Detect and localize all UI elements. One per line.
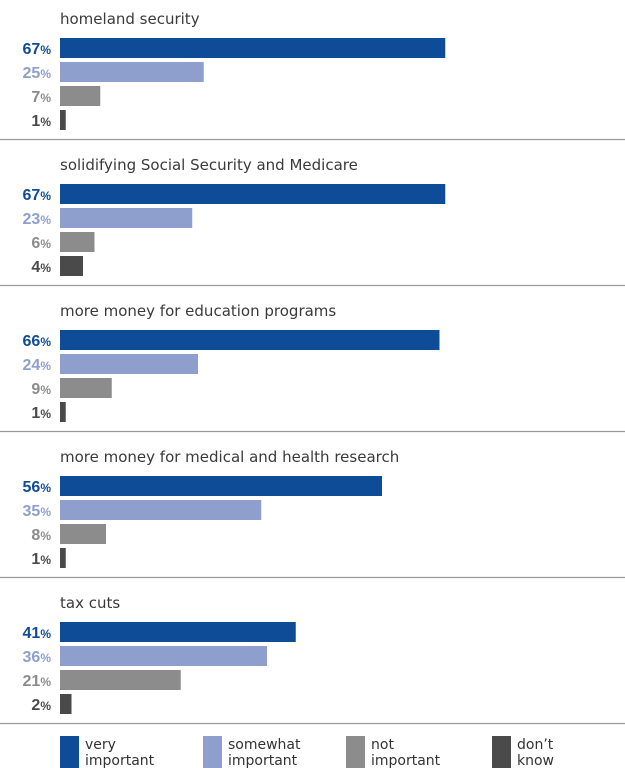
data-label-value: 4	[31, 259, 40, 276]
bar-very-important	[60, 330, 440, 350]
data-label: 4%	[31, 259, 51, 276]
bar-not-important	[60, 232, 95, 252]
bar-somewhat-important	[60, 62, 204, 82]
data-label-value: 24	[23, 357, 41, 374]
panel-title: homeland security	[60, 10, 200, 28]
panel-title: more money for education programs	[60, 302, 336, 320]
bar-very-important	[60, 184, 446, 204]
data-label: 66%	[23, 333, 52, 350]
bar-don-t-know	[60, 694, 72, 714]
data-label: 8%	[31, 527, 51, 544]
legend-label: know	[517, 753, 554, 768]
data-label-unit: %	[40, 627, 51, 641]
legend-label: not	[371, 737, 394, 753]
panel-title: tax cuts	[60, 594, 120, 612]
legend-label: important	[228, 753, 298, 768]
data-label: 7%	[31, 89, 51, 106]
data-label-value: 21	[23, 673, 41, 690]
bar-don-t-know	[60, 110, 66, 130]
data-label-unit: %	[40, 407, 51, 421]
data-label-unit: %	[40, 213, 51, 227]
data-label-unit: %	[40, 43, 51, 57]
bar-somewhat-important	[60, 500, 262, 520]
data-label-unit: %	[40, 553, 51, 567]
data-label-unit: %	[40, 261, 51, 275]
legend-swatch	[60, 736, 79, 768]
data-label-value: 7	[31, 89, 40, 106]
data-label-value: 8	[31, 527, 40, 544]
data-label-unit: %	[40, 481, 51, 495]
data-label: 6%	[31, 235, 51, 252]
bar-very-important	[60, 476, 382, 496]
data-label-value: 67	[23, 41, 41, 58]
data-label: 67%	[23, 41, 52, 58]
data-label-value: 1	[31, 551, 40, 568]
legend-swatch	[346, 736, 365, 768]
data-label-unit: %	[40, 67, 51, 81]
data-label-unit: %	[40, 699, 51, 713]
legend-label: important	[85, 753, 155, 768]
data-label: 56%	[23, 479, 52, 496]
data-label: 1%	[31, 551, 51, 568]
data-label-value: 1	[31, 405, 40, 422]
data-label-unit: %	[40, 91, 51, 105]
bar-very-important	[60, 38, 446, 58]
data-label: 36%	[23, 649, 52, 666]
data-label: 67%	[23, 187, 52, 204]
bar-don-t-know	[60, 256, 83, 276]
bar-somewhat-important	[60, 208, 193, 228]
data-label-value: 56	[23, 479, 41, 496]
data-label-value: 67	[23, 187, 41, 204]
data-label: 9%	[31, 381, 51, 398]
bar-not-important	[60, 524, 106, 544]
data-label-value: 6	[31, 235, 40, 252]
data-label-value: 25	[23, 65, 41, 82]
data-label-unit: %	[40, 237, 51, 251]
bar-somewhat-important	[60, 646, 267, 666]
data-label-unit: %	[40, 651, 51, 665]
data-label-value: 2	[31, 697, 40, 714]
data-label: 23%	[23, 211, 52, 228]
legend-swatch	[492, 736, 511, 768]
data-label-unit: %	[40, 115, 51, 129]
legend-label: don’t	[517, 737, 554, 753]
data-label-value: 23	[23, 211, 41, 228]
bar-very-important	[60, 622, 296, 642]
legend-swatch	[203, 736, 222, 768]
legend-label: important	[371, 753, 441, 768]
data-label-unit: %	[40, 529, 51, 543]
data-label-value: 36	[23, 649, 41, 666]
data-label-unit: %	[40, 335, 51, 349]
data-label-unit: %	[40, 675, 51, 689]
data-label: 2%	[31, 697, 51, 714]
data-label-value: 1	[31, 113, 40, 130]
bar-don-t-know	[60, 548, 66, 568]
panel-title: solidifying Social Security and Medicare	[60, 156, 358, 174]
data-label-value: 9	[31, 381, 40, 398]
data-label: 1%	[31, 405, 51, 422]
data-label-unit: %	[40, 189, 51, 203]
bar-not-important	[60, 670, 181, 690]
data-label-value: 35	[23, 503, 41, 520]
data-label: 1%	[31, 113, 51, 130]
data-label-value: 66	[23, 333, 41, 350]
legend-label: somewhat	[228, 737, 301, 753]
data-label-value: 41	[23, 625, 41, 642]
data-label: 41%	[23, 625, 52, 642]
bar-not-important	[60, 86, 101, 106]
bar-not-important	[60, 378, 112, 398]
data-label: 21%	[23, 673, 52, 690]
legend-label: very	[85, 737, 116, 753]
data-label-unit: %	[40, 359, 51, 373]
data-label-unit: %	[40, 505, 51, 519]
data-label-unit: %	[40, 383, 51, 397]
data-label: 24%	[23, 357, 52, 374]
bar-somewhat-important	[60, 354, 198, 374]
data-label: 25%	[23, 65, 52, 82]
data-label: 35%	[23, 503, 52, 520]
bar-don-t-know	[60, 402, 66, 422]
panel-title: more money for medical and health resear…	[60, 448, 399, 466]
